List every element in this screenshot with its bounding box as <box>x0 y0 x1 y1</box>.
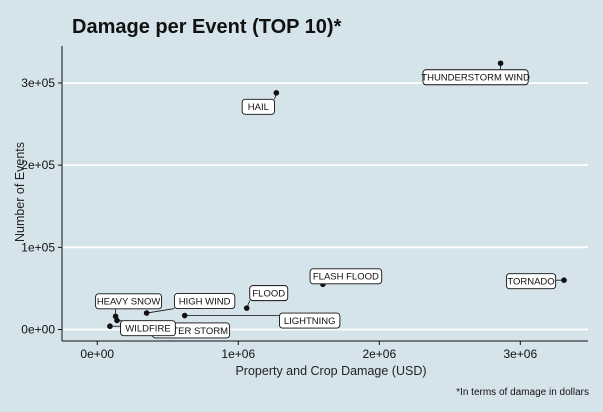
data-point <box>107 323 113 330</box>
chart-caption: *In terms of damage in dollars <box>456 387 589 398</box>
point-label: WILDFIRE <box>125 324 170 335</box>
point-label: FLOOD <box>252 289 285 300</box>
point-label: TORNADO <box>507 277 554 288</box>
point-label-box <box>279 312 341 329</box>
data-point <box>181 312 188 319</box>
data-point <box>143 310 150 316</box>
x-tick-label: 0e+00 <box>80 347 114 361</box>
point-label: HAIL <box>248 102 269 113</box>
y-tick-label: 3e+05 <box>21 76 55 90</box>
y-tick-label: 0e+00 <box>21 322 55 336</box>
data-point <box>497 60 504 67</box>
data-point <box>114 317 120 324</box>
point-label-box <box>309 268 383 285</box>
x-tick-label: 2e+06 <box>362 347 396 361</box>
data-point <box>561 277 567 283</box>
point-label: HIGH WIND <box>179 296 231 307</box>
point-label-box <box>249 285 289 302</box>
point-label-box <box>173 293 236 310</box>
point-label: WINTER STORM <box>154 326 228 337</box>
point-label-box <box>95 293 163 310</box>
y-axis-title: Number of Events <box>13 142 27 242</box>
point-label-box <box>505 273 557 290</box>
point-label: LIGHTNING <box>284 316 336 327</box>
x-axis-title: Property and Crop Damage (USD) <box>235 364 426 378</box>
y-tick-label: 2e+05 <box>21 158 55 172</box>
x-tick-label: 3e+06 <box>503 347 537 361</box>
point-label-box <box>120 320 176 337</box>
point-label: THUNDERSTORM WIND <box>421 73 530 84</box>
point-label-box <box>241 98 275 115</box>
point-label: FLASH FLOOD <box>313 272 379 283</box>
chart-title: Damage per Event (TOP 10)* <box>72 16 342 38</box>
label-leader-line <box>146 308 175 314</box>
point-label-box <box>422 69 529 86</box>
point-label: HEAVY SNOW <box>97 297 161 308</box>
x-tick-label: 1e+06 <box>221 347 255 361</box>
data-point <box>243 305 250 311</box>
data-point <box>273 90 280 96</box>
y-tick-label: 1e+05 <box>21 240 55 254</box>
